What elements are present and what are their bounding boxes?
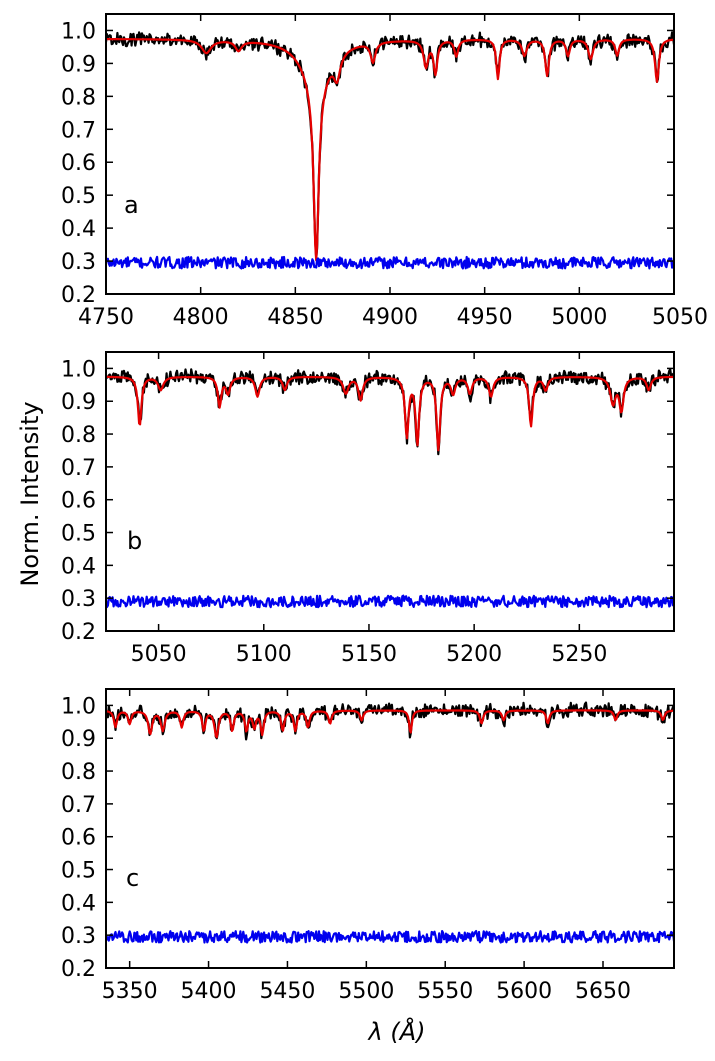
y-axis-title: Norm. Intensity: [16, 401, 44, 586]
x-tick-label: 5600: [496, 979, 552, 1004]
y-tick-label: 0.9: [61, 390, 96, 415]
x-tick-label: 5000: [551, 305, 607, 330]
x-tick-label: 4800: [173, 305, 229, 330]
observed-spectrum-line: [106, 31, 674, 260]
y-tick-label: 1.0: [61, 19, 96, 44]
panel-letter: a: [124, 191, 139, 219]
y-tick-label: 0.2: [61, 957, 96, 982]
y-tick-label: 0.9: [61, 52, 96, 77]
y-tick-label: 0.3: [61, 587, 96, 612]
y-tick-label: 0.7: [61, 793, 96, 818]
residual-spectrum-line: [106, 930, 674, 944]
y-tick-label: 0.3: [61, 250, 96, 275]
x-tick-label: 5650: [575, 979, 631, 1004]
x-tick-label: 5050: [131, 642, 187, 667]
y-tick-label: 1.0: [61, 357, 96, 382]
residual-spectrum-line: [106, 255, 674, 270]
x-tick-label: 5400: [181, 979, 237, 1004]
residual-spectrum-line: [106, 594, 674, 609]
y-tick-label: 0.6: [61, 826, 96, 851]
y-tick-label: 0.5: [61, 184, 96, 209]
panel-letter: b: [127, 527, 142, 555]
x-tick-label: 5350: [102, 979, 158, 1004]
x-tick-label: 4950: [457, 305, 513, 330]
x-tick-label: 5550: [417, 979, 473, 1004]
series-group-b: [106, 368, 674, 609]
model-spectrum-line: [106, 375, 674, 452]
y-tick-label: 0.4: [61, 217, 96, 242]
y-tick-label: 0.3: [61, 924, 96, 949]
model-spectrum-line: [106, 709, 674, 739]
x-tick-label: 4750: [78, 305, 134, 330]
y-tick-label: 0.8: [61, 85, 96, 110]
observed-spectrum-line: [106, 368, 674, 456]
y-tick-label: 0.7: [61, 118, 96, 143]
plot-frame: [105, 688, 675, 969]
series-group-c: [106, 701, 674, 944]
y-tick-label: 0.6: [61, 489, 96, 514]
y-tick-label: 0.5: [61, 522, 96, 547]
y-tick-label: 0.9: [61, 727, 96, 752]
panels-group: 0.2 0.3 0.4 0.5 0.6 0.7 0.8 0.9 1.0 4750 4800 4850 4…: [61, 13, 708, 1004]
x-tick-label: 5500: [338, 979, 394, 1004]
y-tick-label: 0.8: [61, 760, 96, 785]
y-tick-label: 0.5: [61, 859, 96, 884]
observed-spectrum-line: [106, 701, 674, 741]
x-tick-label: 5200: [446, 642, 502, 667]
x-tick-label: 5100: [236, 642, 292, 667]
y-tick-label: 0.4: [61, 891, 96, 916]
x-tick-label: 4900: [362, 305, 418, 330]
x-tick-label: 4850: [267, 305, 323, 330]
y-tick-label: 0.8: [61, 423, 96, 448]
y-tick-label: 0.7: [61, 456, 96, 481]
y-tick-label: 0.2: [61, 283, 96, 308]
x-axis-title: λ (Å): [367, 1017, 426, 1046]
model-spectrum-line: [106, 38, 674, 262]
x-tick-label: 5450: [259, 979, 315, 1004]
y-tick-label: 0.2: [61, 620, 96, 645]
plot-frame: [105, 351, 675, 632]
x-tick-label: 5150: [341, 642, 397, 667]
series-group-a: [106, 31, 674, 270]
panel-b: 0.2 0.3 0.4 0.5 0.6 0.7 0.8 0.9 1.0 5050 5100 5150 5…: [61, 351, 675, 667]
y-tick-label: 0.4: [61, 554, 96, 579]
panel-a: 0.2 0.3 0.4 0.5 0.6 0.7 0.8 0.9 1.0 4750 4800 4850 4…: [61, 13, 708, 330]
x-tick-label: 5250: [551, 642, 607, 667]
y-tick-label: 1.0: [61, 694, 96, 719]
y-tick-label: 0.6: [61, 151, 96, 176]
panel-letter: c: [126, 864, 139, 892]
panel-c: 0.2 0.3 0.4 0.5 0.6 0.7 0.8 0.9 1.0 5350 5400 5450 5…: [61, 688, 675, 1004]
x-tick-label: 5050: [652, 305, 708, 330]
